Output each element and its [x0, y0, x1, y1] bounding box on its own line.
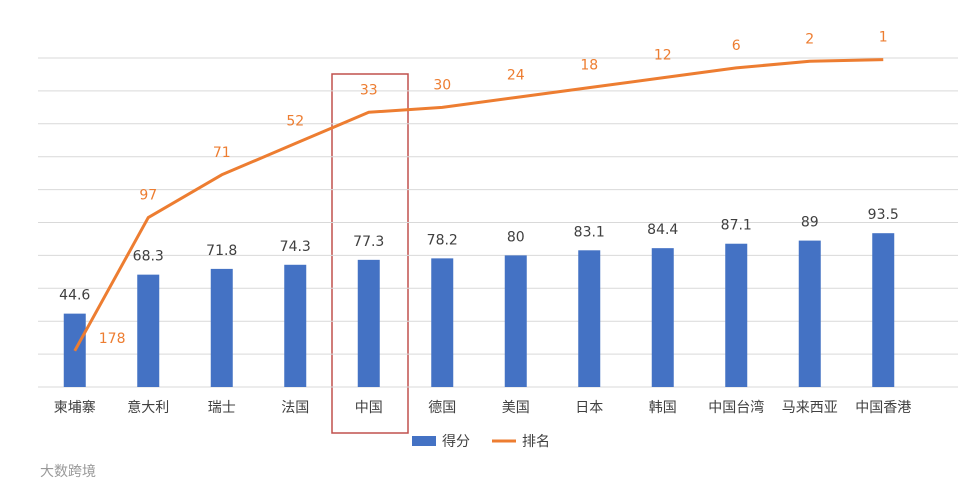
x-tick-label: 中国台湾 [708, 399, 764, 416]
x-tick-label: 马来西亚 [782, 400, 838, 416]
bar [578, 250, 601, 387]
x-tick-label: 美国 [502, 400, 530, 416]
line-label: 12 [654, 48, 672, 64]
line-label: 33 [360, 82, 378, 98]
line-label: 71 [213, 145, 231, 161]
x-tick-label: 瑞士 [208, 400, 236, 416]
data-label: 83.1 [574, 224, 605, 240]
line-label: 97 [139, 188, 157, 204]
bar [284, 264, 307, 387]
legend-label: 排名 [522, 434, 550, 450]
x-tick-label: 柬埔寨 [54, 399, 96, 416]
legend-swatch [412, 436, 436, 446]
data-label: 89 [801, 215, 819, 231]
line-label: 1 [879, 30, 888, 46]
data-label: 68.3 [133, 249, 164, 265]
x-tick-label: 中国香港 [855, 400, 911, 416]
line-label: 2 [805, 31, 814, 47]
data-label: 93.5 [868, 207, 899, 223]
highlight-box [331, 73, 409, 434]
line-label: 24 [507, 67, 525, 83]
x-tick-label: 法国 [281, 400, 309, 416]
bar [651, 248, 674, 387]
line-label: 178 [99, 331, 126, 347]
data-label: 78.2 [427, 232, 458, 248]
bar [725, 243, 748, 387]
x-tick-label: 意大利 [127, 399, 169, 416]
data-label: 80 [507, 229, 525, 245]
line-label: 6 [732, 38, 741, 54]
x-tick-label: 德国 [428, 400, 456, 416]
x-tick-label: 韩国 [649, 400, 677, 416]
bar [872, 233, 895, 387]
bar [798, 240, 821, 387]
data-label: 74.3 [280, 239, 311, 255]
bar [431, 258, 454, 387]
bar [210, 268, 233, 387]
bar [137, 274, 160, 387]
bar [504, 255, 527, 387]
data-label: 77.3 [353, 234, 384, 250]
data-label: 44.6 [59, 288, 90, 304]
line [73, 58, 884, 352]
line-label: 30 [433, 77, 451, 93]
x-tick-label: 日本 [575, 400, 603, 416]
watermark: 大数跨境 [40, 464, 96, 480]
line-label: 18 [580, 58, 598, 74]
legend-label: 得分 [442, 433, 470, 450]
data-label: 87.1 [721, 218, 752, 234]
x-tick-label: 中国 [355, 400, 383, 416]
line-label: 52 [286, 114, 304, 130]
data-label: 71.8 [206, 243, 237, 259]
bar [357, 259, 380, 387]
data-label: 84.4 [647, 222, 678, 238]
